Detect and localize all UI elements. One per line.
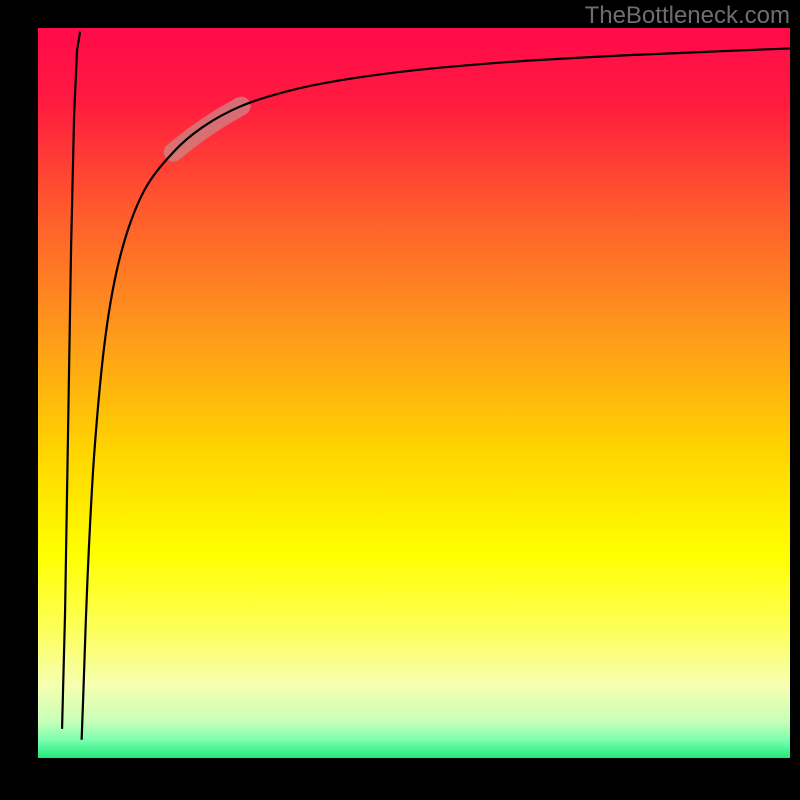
chart-frame: TheBottleneck.com [0, 0, 800, 800]
highlight-band [173, 106, 241, 152]
watermark-text: TheBottleneck.com [585, 2, 790, 30]
curve-layer [38, 28, 790, 758]
plot-area [38, 28, 790, 758]
curve-left-branch [62, 32, 80, 729]
